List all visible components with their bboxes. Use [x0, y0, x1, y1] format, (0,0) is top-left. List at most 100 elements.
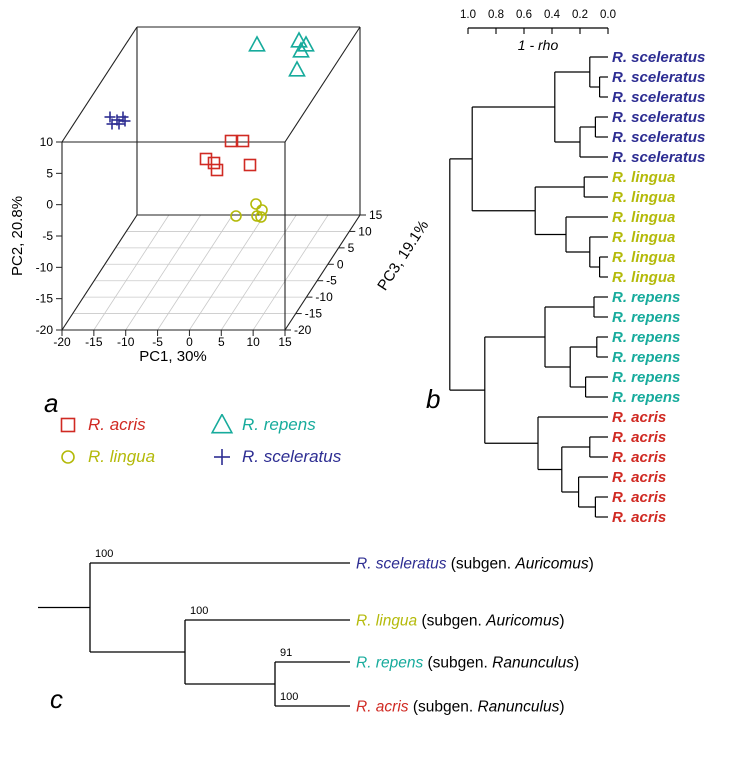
z-axis-title: PC3, 19.1%	[374, 217, 432, 293]
x-tick-label: -15	[85, 335, 103, 349]
legend-item-acris: R. acris	[56, 414, 206, 436]
series-repens	[248, 31, 315, 77]
dendrogram-leaf-label: R. repens	[612, 289, 680, 306]
panel-label-a: a	[44, 388, 59, 418]
scale-tick-label: 1.0	[460, 9, 476, 21]
square-marker-icon	[60, 417, 76, 433]
square-marker-icon	[207, 156, 221, 170]
circle-marker-icon	[61, 450, 75, 464]
pca-legend: R. acris R. repens R. lingua R. sceleratus	[56, 414, 410, 468]
y-tick-label: 0	[46, 198, 53, 212]
plus-marker-icon	[113, 118, 125, 130]
scale-tick-label: 0.2	[572, 9, 588, 21]
legend-item-sceleratus: R. sceleratus	[210, 446, 410, 468]
panel-label-c: c	[50, 684, 63, 714]
series-lingua	[230, 198, 268, 223]
square-marker-icon	[243, 158, 257, 172]
z-tick-label: -15	[305, 307, 323, 321]
dendrogram-leaf-label: R. sceleratus	[612, 149, 705, 166]
plus-marker-icon	[214, 449, 230, 465]
dendrogram-leaf-label: R. lingua	[612, 169, 675, 186]
dendrogram-leaf-label: R. acris	[612, 469, 666, 486]
triangle-marker-icon	[248, 35, 266, 52]
x-tick-label: 0	[186, 335, 193, 349]
y-tick-label: -15	[36, 292, 54, 306]
phylo-plot: 100 100 91 100 R. sceleratus (subgen. Aurico…	[38, 548, 594, 716]
y-tick-label: 5	[46, 166, 53, 180]
dendrogram-leaf-label: R. acris	[612, 429, 666, 446]
circle-marker-icon	[61, 450, 75, 464]
dendrogram-leaf-label: R. lingua	[612, 269, 675, 286]
x-tick-label: -20	[53, 335, 71, 349]
y-tick-label: -20	[36, 323, 54, 337]
bootstrap-support-label: 100	[190, 605, 208, 617]
dendrogram-leaf-label: R. sceleratus	[612, 69, 705, 86]
dendrogram-leaf-label: R. sceleratus	[612, 89, 705, 106]
phylo-leaf-label: R. lingua (subgen. Auricomus)	[356, 613, 565, 630]
dendrogram-leaf-label: R. sceleratus	[612, 129, 705, 146]
dendrogram-leaf-label: R. lingua	[612, 189, 675, 206]
x-axis-title: PC1, 30%	[139, 348, 207, 365]
triangle-marker-icon	[210, 414, 234, 434]
phylo-leaf-label: R. sceleratus (subgen. Auricomus)	[356, 556, 594, 573]
dendrogram-leaf-label: R. repens	[612, 389, 680, 406]
triangle-marker-icon	[292, 41, 310, 58]
circle-marker-icon	[250, 198, 262, 210]
y-axis-title: PC2, 20.8%	[9, 196, 26, 276]
y-tick-label: -10	[36, 260, 54, 274]
dendrogram-leaf-label: R. lingua	[612, 209, 675, 226]
scale-tick-label: 0.0	[600, 9, 616, 21]
series-acris	[199, 134, 257, 177]
x-tick-label: 15	[278, 335, 292, 349]
phylo-leaf-label: R. acris (subgen. Ranunculus)	[356, 699, 565, 716]
legend-item-lingua: R. lingua	[56, 446, 206, 468]
bootstrap-support-label: 91	[280, 647, 292, 659]
x-tick-label: -5	[152, 335, 163, 349]
z-tick-label: 0	[337, 257, 344, 271]
dendrogram-leaf-label: R. repens	[612, 329, 680, 346]
dendrogram-leaf-label: R. repens	[612, 349, 680, 366]
z-tick-label: 5	[348, 241, 355, 255]
z-tick-label: -5	[326, 274, 337, 288]
legend-label: R. sceleratus	[242, 447, 342, 466]
plot-box-edges	[61, 26, 361, 331]
legend-label: R. repens	[242, 415, 316, 434]
legend-label: R. acris	[88, 415, 146, 434]
dendrogram-leaf-label: R. acris	[612, 449, 666, 466]
scale-tick-label: 0.6	[516, 9, 532, 21]
panel-label-b: b	[426, 384, 441, 414]
dendrogram-leaf-label: R. sceleratus	[612, 109, 705, 126]
bootstrap-support-label: 100	[280, 691, 298, 703]
dendrogram-leaf-label: R. acris	[612, 409, 666, 426]
x-tick-label: 5	[218, 335, 225, 349]
circle-marker-icon	[230, 210, 242, 222]
dendrogram-leaf-label: R. lingua	[612, 229, 675, 246]
dendrogram-leaf-label: R. acris	[612, 509, 666, 526]
circle-marker-icon	[255, 211, 267, 223]
triangle-marker-icon	[288, 60, 306, 77]
plus-marker-icon	[214, 449, 230, 465]
phylo-branches	[38, 562, 350, 707]
legend-item-repens: R. repens	[210, 414, 410, 436]
phylo-leaf-label: R. repens (subgen. Ranunculus)	[356, 655, 579, 672]
dendrogram-leaf-label: R. acris	[612, 489, 666, 506]
dendrogram-leaf-label: R. repens	[612, 369, 680, 386]
dendrogram-leaf-label: R. lingua	[612, 249, 675, 266]
dendrogram-plot: 1.0 0.8 0.6 0.4 0.2 0.0 1 - rho R. sceleratus R.…	[449, 9, 705, 526]
square-marker-icon	[210, 163, 224, 177]
z-tick-label: 10	[358, 224, 372, 238]
x-tick-label: 10	[246, 335, 260, 349]
y-tick-label: -5	[42, 229, 53, 243]
z-tick-label: -10	[315, 290, 333, 304]
floor-grid	[61, 214, 361, 331]
dendrogram-links	[449, 56, 608, 518]
triangle-marker-icon	[210, 414, 234, 434]
x-tick-label: -10	[117, 335, 135, 349]
z-tick-label: -20	[294, 323, 312, 337]
plus-marker-icon	[119, 115, 131, 127]
scale-tick-label: 0.8	[488, 9, 504, 21]
square-marker-icon	[224, 134, 238, 148]
